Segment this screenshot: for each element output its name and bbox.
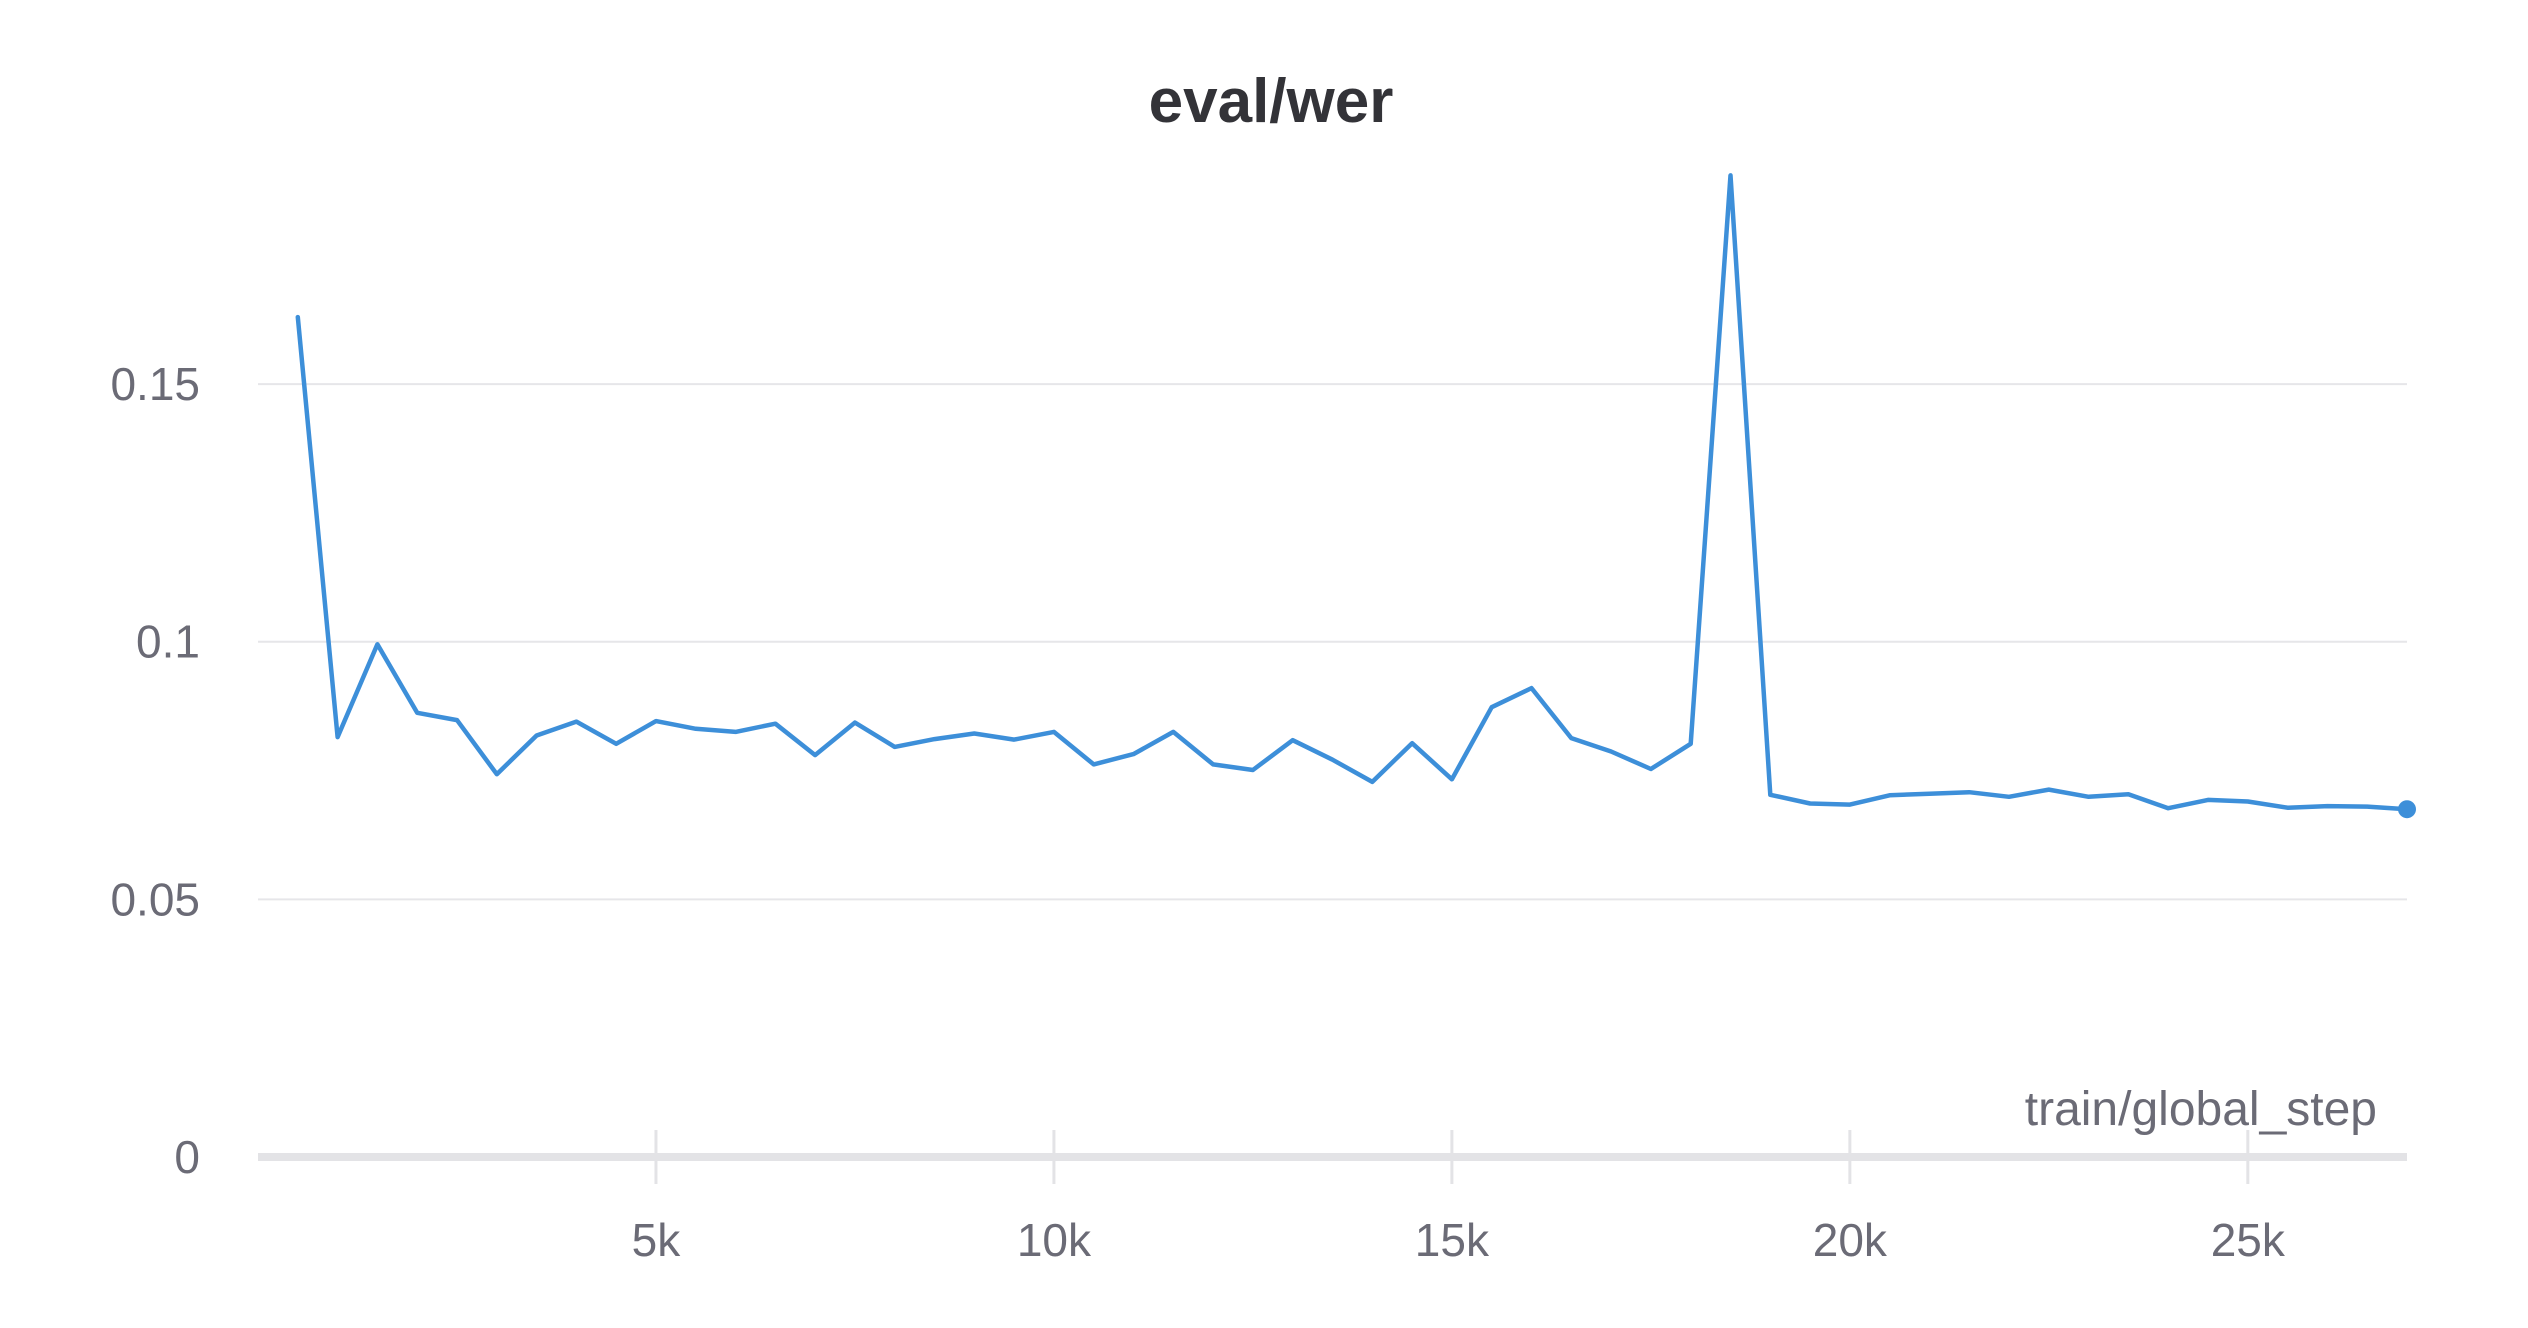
x-tick-label: 5k [632, 1214, 682, 1266]
x-tick-label: 15k [1415, 1214, 1490, 1266]
x-axis-tick-labels: 5k 10k 15k 20k 25k [632, 1130, 2286, 1266]
y-tick-label: 0 [174, 1131, 200, 1183]
y-axis-tick-labels: 0 0.05 0.1 0.15 [110, 358, 200, 1183]
y-tick-label: 0.1 [136, 616, 200, 668]
y-tick-label: 0.05 [110, 873, 200, 925]
x-axis-label: train/global_step [2025, 1083, 2377, 1136]
grid-lines [258, 383, 2407, 901]
y-tick-label: 0.15 [110, 358, 200, 410]
series-layer[interactable] [295, 173, 2416, 819]
x-tick-label: 10k [1017, 1214, 1092, 1266]
x-tick-label: 25k [2211, 1214, 2286, 1266]
chart-title: eval/wer [1149, 67, 1394, 136]
series-line[interactable] [295, 173, 2410, 812]
last-point-marker[interactable] [2398, 800, 2416, 819]
x-tick-label: 20k [1813, 1214, 1888, 1266]
